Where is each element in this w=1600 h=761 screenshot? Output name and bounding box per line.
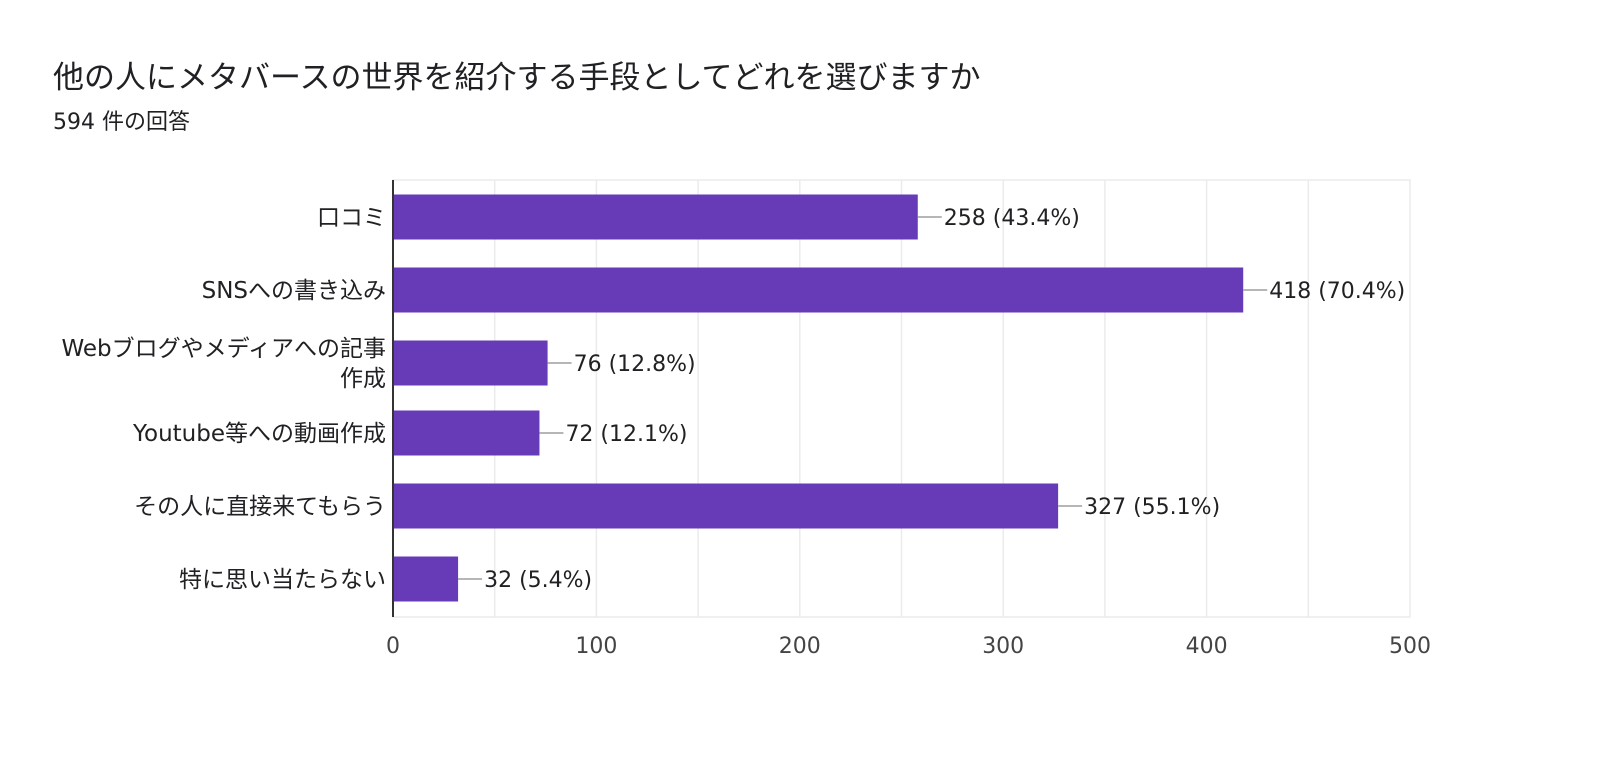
bar <box>393 340 548 386</box>
x-tick-label: 100 <box>575 634 617 659</box>
data-label: 327 (55.1%) <box>1084 495 1220 520</box>
category-label: その人に直接来てもらう <box>134 494 386 520</box>
bar <box>393 483 1059 529</box>
x-tick-label: 200 <box>779 634 821 659</box>
category-label: Webブログやメディアへの記事 <box>61 336 386 362</box>
category-label: 作成 <box>340 366 386 392</box>
data-label: 72 (12.1%) <box>565 422 687 447</box>
bar <box>393 194 918 240</box>
bar <box>393 267 1244 313</box>
category-label: 口コミ <box>317 205 386 231</box>
data-label: 258 (43.4%) <box>944 206 1080 231</box>
category-label: 特に思い当たらない <box>179 567 386 593</box>
data-label: 32 (5.4%) <box>484 568 592 593</box>
category-label: SNSへの書き込み <box>202 278 386 304</box>
data-label: 76 (12.8%) <box>574 352 696 377</box>
bar <box>393 556 459 602</box>
response-count: 594 件の回答 <box>53 110 190 135</box>
x-tick-label: 500 <box>1389 634 1431 659</box>
x-tick-label: 0 <box>386 634 400 659</box>
x-tick-label: 400 <box>1186 634 1228 659</box>
data-label: 418 (70.4%) <box>1269 279 1405 304</box>
category-label: Youtube等への動画作成 <box>132 421 386 447</box>
chart-title: 他の人にメタバースの世界を紹介する手段としてどれを選びますか <box>53 60 981 96</box>
bar <box>393 410 540 456</box>
x-tick-label: 300 <box>982 634 1024 659</box>
